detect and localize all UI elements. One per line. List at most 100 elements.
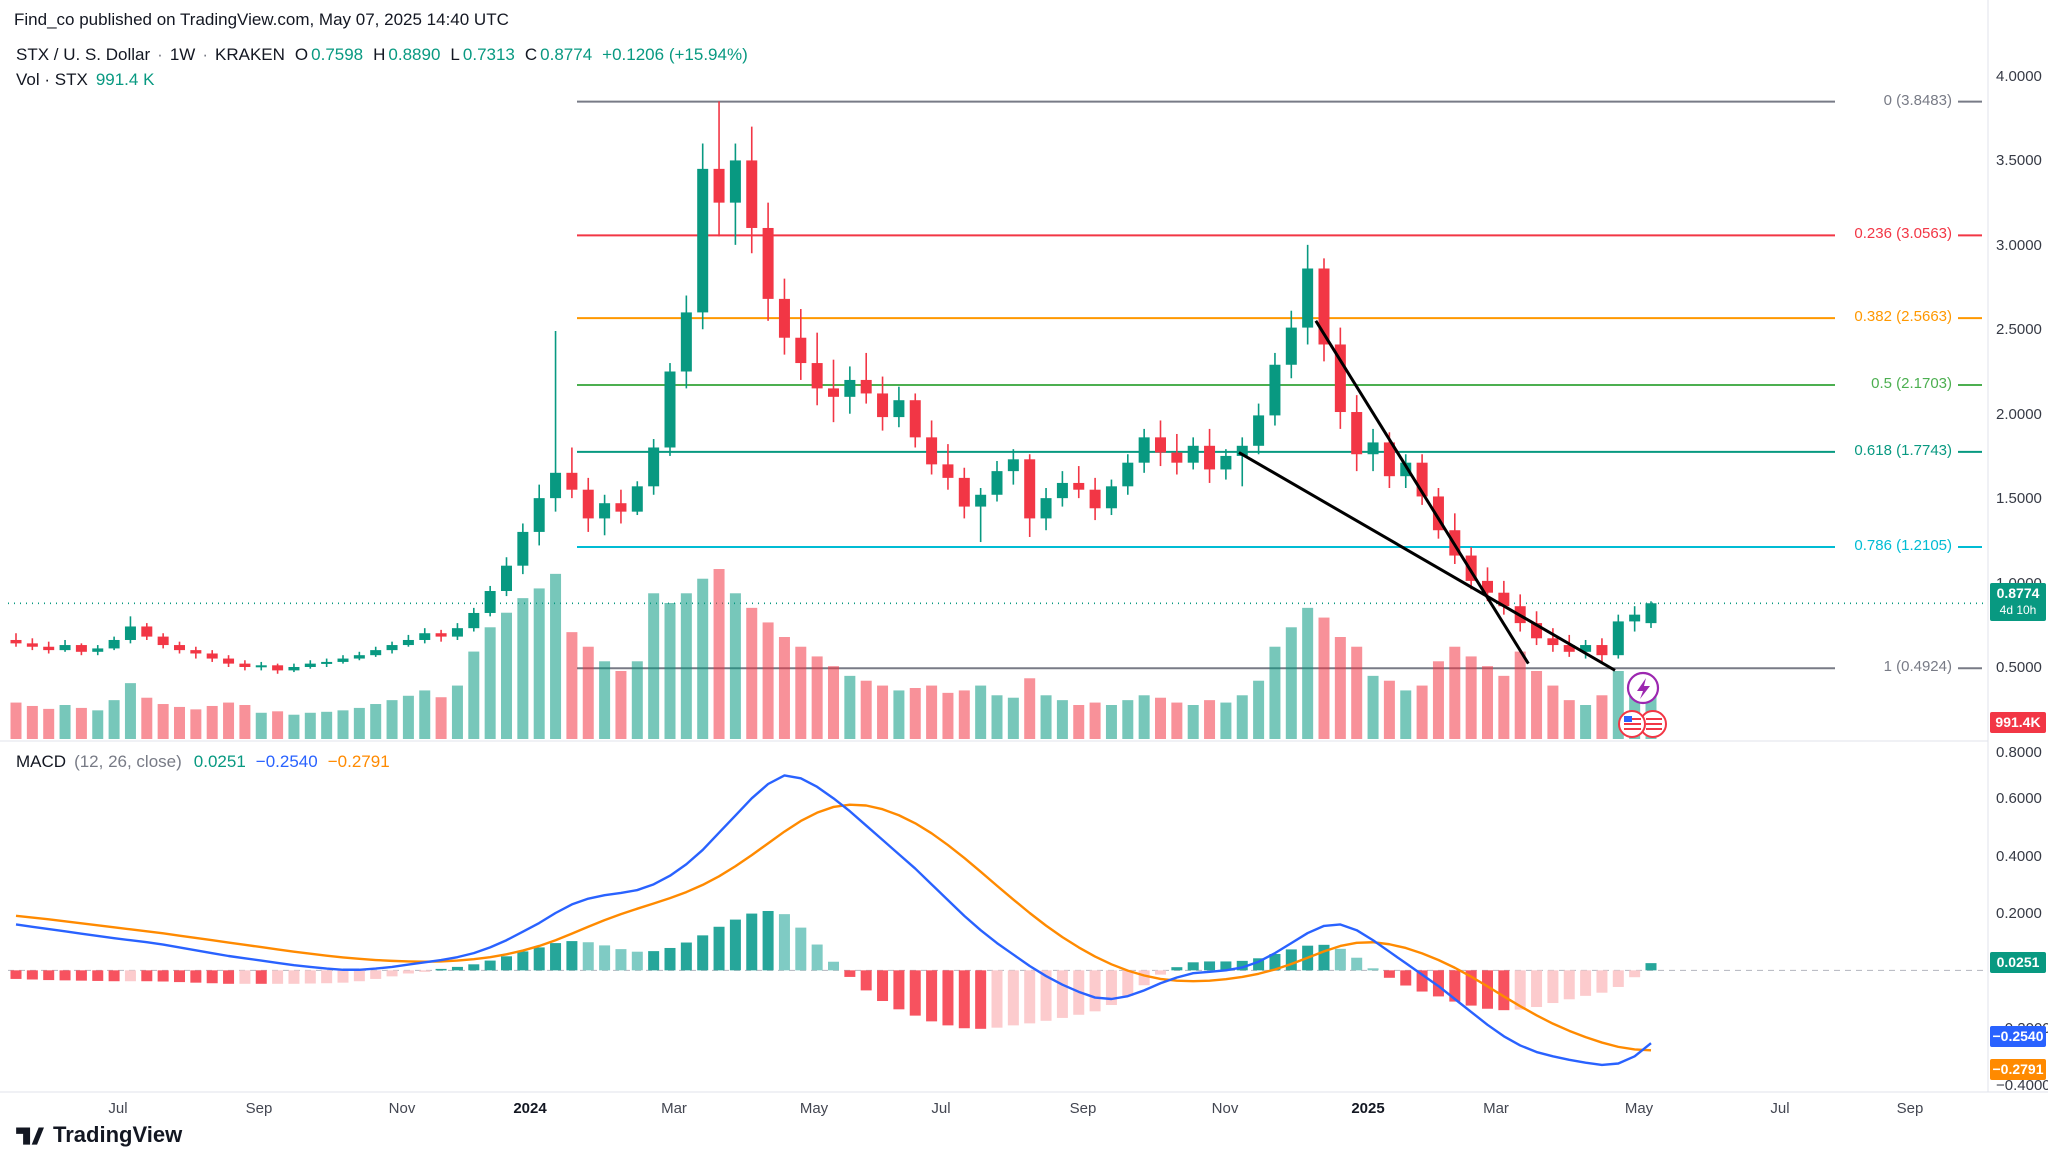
macd-histogram-bar <box>746 913 758 971</box>
candle <box>1285 327 1297 365</box>
volume-bar <box>1432 661 1444 739</box>
macd-histogram-bar <box>664 947 676 971</box>
macd-histogram-bar <box>517 951 529 971</box>
volume-bar <box>157 704 169 739</box>
tradingview-footer[interactable]: TradingView <box>14 1120 182 1150</box>
candle <box>1073 482 1085 490</box>
volume-label: Vol · STX <box>16 70 88 89</box>
volume-bar <box>419 690 431 739</box>
volume-bar <box>909 688 921 739</box>
volume-bar <box>223 702 235 739</box>
macd-histogram-bar <box>1024 970 1036 1024</box>
macd-histogram-bar <box>582 942 594 971</box>
macd-histogram-bar <box>402 970 414 974</box>
interval-label: 1W <box>169 45 196 64</box>
candle <box>566 472 578 490</box>
candle <box>59 645 71 651</box>
month-label: Sep <box>245 1100 273 1117</box>
volume-bar <box>1220 702 1232 739</box>
volume-bar <box>1024 678 1036 739</box>
macd-histogram-bar <box>174 970 185 983</box>
macd-histogram-bar <box>451 966 463 971</box>
volume-bar <box>795 646 807 739</box>
symbol-legend[interactable]: STX / U. S. Dollar · 1W · KRAKEN O 0.759… <box>16 45 748 65</box>
candle <box>484 591 496 613</box>
volume-bar <box>1563 700 1575 739</box>
macd-histogram-bar <box>533 947 545 971</box>
macd-histogram-bar <box>501 956 512 971</box>
low-label: L <box>450 45 460 64</box>
volume-bar <box>1482 666 1493 739</box>
fib-label-1: 1 (0.4924) <box>1883 658 1952 676</box>
volume-bar <box>1547 685 1559 739</box>
macd-histogram-bar <box>1253 958 1265 971</box>
macd-value-badge: −0.2540 <box>1990 1026 2046 1048</box>
candle <box>517 531 529 566</box>
volume-bar <box>599 661 611 739</box>
macd-histogram-bar <box>1056 970 1068 1018</box>
volume-bar <box>1285 627 1297 739</box>
volume-bar <box>1056 700 1068 739</box>
macd-histogram-bar <box>599 945 611 971</box>
macd-histogram-bar <box>844 970 856 977</box>
volume-bar <box>958 690 970 739</box>
macd-histogram-bar <box>1285 949 1297 971</box>
candle <box>1056 482 1068 499</box>
volume-bar <box>124 683 136 739</box>
candle <box>1612 621 1624 656</box>
candle <box>893 400 905 418</box>
fib-label-0: 0 (3.8483) <box>1883 91 1952 109</box>
trendline-2[interactable] <box>1238 451 1616 672</box>
volume-bar <box>451 685 463 739</box>
macd-histogram-bar <box>124 970 136 982</box>
trendline-1[interactable] <box>1314 320 1530 665</box>
macd-histogram-bar <box>1514 970 1526 1010</box>
volume-bar <box>1612 671 1624 739</box>
macd-histogram-bar <box>1089 970 1101 1012</box>
candle <box>1122 462 1134 487</box>
volume-bar <box>762 622 774 739</box>
macd-histogram-bar <box>108 970 120 982</box>
volume-bar <box>1449 646 1461 739</box>
volume-legend[interactable]: Vol · STX 991.4 K <box>16 70 154 90</box>
volume-bar <box>10 702 22 739</box>
macd-histogram-bar <box>1204 961 1216 971</box>
candle <box>828 388 839 397</box>
macd-histogram-bar <box>975 970 987 1029</box>
candle <box>550 472 562 499</box>
candle <box>1580 645 1592 652</box>
volume-bar <box>877 685 889 739</box>
candle <box>353 655 365 659</box>
year-label: 2024 <box>513 1100 547 1117</box>
countdown-timer: 4d 10h <box>1999 603 2037 618</box>
macd-histogram-bar <box>1187 962 1199 971</box>
candle <box>648 447 660 487</box>
macd-histogram-bar <box>1432 970 1444 997</box>
macd-histogram-bar <box>484 960 496 971</box>
candle <box>157 636 169 646</box>
volume-bar <box>92 710 104 739</box>
volume-bar <box>321 711 333 739</box>
macd-histogram-bar <box>386 970 398 977</box>
volume-bar <box>59 705 71 739</box>
macd-histogram-bar <box>1612 970 1624 987</box>
macd-histogram-bar <box>942 970 954 1026</box>
volume-bar <box>582 646 594 739</box>
volume-badge: 991.4K <box>1990 712 2046 733</box>
volume-bar <box>1171 702 1183 739</box>
macd-histogram-bar <box>1416 970 1428 992</box>
macd-histogram-bar <box>1351 957 1363 971</box>
macd-histogram-bar <box>680 942 692 971</box>
volume-bar <box>1269 646 1281 739</box>
macd-histogram-bar <box>1596 970 1608 993</box>
macd-legend[interactable]: MACD (12, 26, close) 0.0251 −0.2540 −0.2… <box>16 752 390 772</box>
volume-bar <box>517 598 529 739</box>
volume-bar <box>1580 705 1592 739</box>
macd-histogram-bar <box>1236 960 1248 971</box>
candle <box>1155 437 1166 453</box>
macd-histogram-bar <box>877 970 889 1002</box>
month-label: Nov <box>388 1100 416 1117</box>
candle <box>1482 580 1493 593</box>
volume-bar <box>1465 656 1477 739</box>
